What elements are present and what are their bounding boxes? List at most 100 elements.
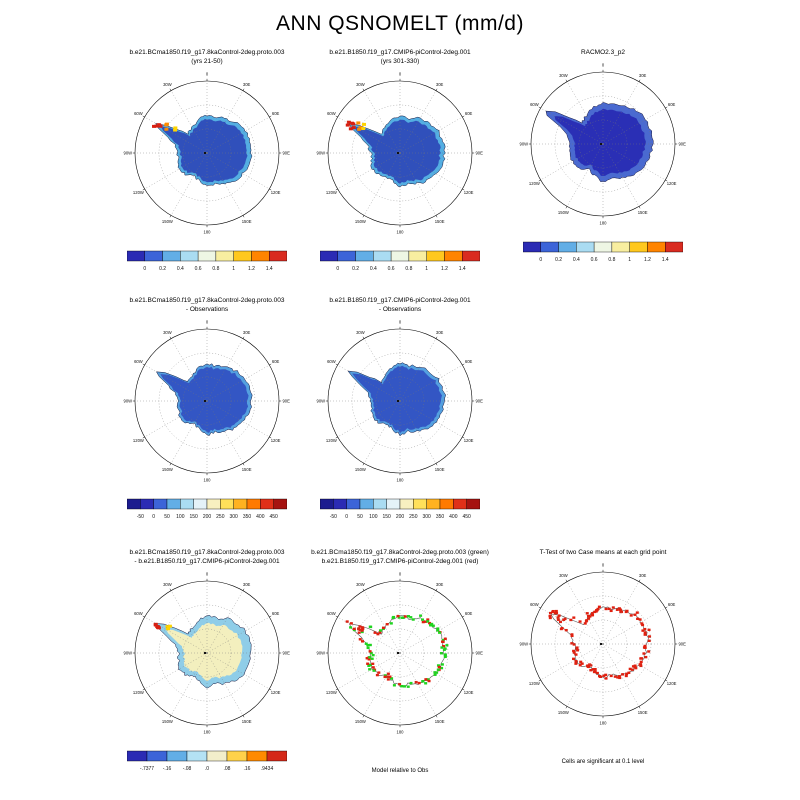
colorbar-melt: 0 0.2 0.4 0.6 0.8 1 1.2 1.4 bbox=[320, 250, 480, 272]
panel-title: b.e21.BCma1850.f19_g17.8kaControl-2deg.p… bbox=[129, 49, 285, 56]
svg-text:.16: .16 bbox=[244, 766, 251, 772]
svg-text:120W: 120W bbox=[529, 681, 540, 686]
svg-text:150W: 150W bbox=[355, 467, 366, 472]
svg-text:450: 450 bbox=[462, 514, 471, 520]
panel-title: b.e21.BCma1850.f19_g17.8kaControl-2deg.p… bbox=[129, 549, 285, 556]
svg-text:30W: 30W bbox=[163, 330, 172, 335]
svg-text:450: 450 bbox=[269, 514, 278, 520]
svg-text:180: 180 bbox=[600, 221, 608, 226]
svg-text:1.2: 1.2 bbox=[644, 257, 651, 263]
panel-subtitle: (yrs 301-330) bbox=[380, 58, 420, 65]
svg-text:90E: 90E bbox=[678, 642, 686, 647]
svg-text:60W: 60W bbox=[134, 111, 143, 116]
panel-ttest: T-Test of two Case means at each grid po… bbox=[508, 548, 698, 765]
svg-text:120E: 120E bbox=[464, 690, 474, 695]
svg-text:60E: 60E bbox=[272, 611, 280, 616]
svg-text:0.8: 0.8 bbox=[212, 266, 219, 272]
svg-text:-.16: -.16 bbox=[163, 766, 172, 772]
svg-text:120W: 120W bbox=[133, 190, 144, 195]
figure-title: ANN QSNOMELT (mm/d) bbox=[276, 12, 524, 35]
svg-text:60W: 60W bbox=[134, 359, 143, 364]
svg-text:100: 100 bbox=[369, 514, 378, 520]
svg-text:60W: 60W bbox=[327, 359, 336, 364]
svg-text:1: 1 bbox=[425, 266, 428, 272]
svg-text:1.4: 1.4 bbox=[662, 257, 669, 263]
svg-text:30W: 30W bbox=[163, 582, 172, 587]
svg-text:180: 180 bbox=[204, 230, 212, 235]
panel-case1-minus-obs: b.e21.BCma1850.f19_g17.8kaControl-2deg.p… bbox=[112, 296, 302, 524]
svg-text:.08: .08 bbox=[224, 766, 231, 772]
svg-text:0.6: 0.6 bbox=[388, 266, 395, 272]
svg-text:0.8: 0.8 bbox=[405, 266, 412, 272]
svg-text:150W: 150W bbox=[162, 719, 173, 724]
svg-text:150: 150 bbox=[382, 514, 391, 520]
antarctica-map: 0 30E 60E 90E 120E 150E 180 150W 120W 90W 60W 30W bbox=[316, 71, 483, 235]
svg-text:30E: 30E bbox=[436, 582, 444, 587]
svg-text:120W: 120W bbox=[529, 181, 540, 186]
svg-text:60W: 60W bbox=[134, 611, 143, 616]
svg-text:0: 0 bbox=[399, 571, 402, 576]
antarctica-map: 0 30E 60E 90E 120E 150E 180 150W 120W 90W 60W 30W bbox=[316, 319, 483, 482]
svg-text:60E: 60E bbox=[272, 111, 280, 116]
svg-text:150E: 150E bbox=[638, 210, 648, 215]
svg-text:120E: 120E bbox=[271, 438, 281, 443]
svg-text:30E: 30E bbox=[436, 330, 444, 335]
svg-text:250: 250 bbox=[409, 514, 418, 520]
panel-title: b.e21.BCma1850.f19_g17.8kaControl-2deg.p… bbox=[311, 549, 489, 556]
svg-text:0.2: 0.2 bbox=[352, 266, 359, 272]
svg-text:90E: 90E bbox=[475, 399, 483, 404]
svg-text:90E: 90E bbox=[282, 399, 290, 404]
antarctica-map: 0 30E 60E 90E 120E 150E 180 150W 120W 90W 60W 30W bbox=[123, 319, 290, 483]
colorbar-melt: 0 0.2 0.4 0.6 0.8 1 1.2 1.4 bbox=[127, 250, 287, 272]
svg-text:120E: 120E bbox=[667, 681, 677, 686]
svg-text:90E: 90E bbox=[678, 142, 686, 147]
svg-text:0: 0 bbox=[206, 71, 209, 76]
antarctica-map: 0 30E 60E 90E 120E 150E 180 150W 120W 90W 60W 30W bbox=[519, 562, 686, 725]
svg-text:0: 0 bbox=[602, 562, 605, 567]
svg-text:30E: 30E bbox=[243, 582, 251, 587]
antarctica-map: 0 30E 60E 90E 120E 150E 180 150W 120W 90W 60W 30W bbox=[519, 62, 686, 226]
colorbar-diff-obs: -50 0 50 100 150 200 250 300 350 400 450 bbox=[127, 498, 287, 520]
panel-case1-minus-case2: b.e21.BCma1850.f19_g17.8kaControl-2deg.p… bbox=[112, 548, 302, 776]
panel-subtitle: - Observations bbox=[378, 306, 422, 313]
svg-text:150W: 150W bbox=[558, 210, 569, 215]
svg-text:60E: 60E bbox=[465, 111, 473, 116]
antarctica-map: 0 30E 60E 90E 120E 150E 180 150W 120W 90W 60W 30W bbox=[316, 571, 483, 734]
colorbar-melt: 0 0.2 0.4 0.6 0.8 1 1.2 1.4 bbox=[523, 241, 683, 263]
svg-text:180: 180 bbox=[204, 478, 212, 483]
svg-text:60E: 60E bbox=[668, 102, 676, 107]
svg-text:150E: 150E bbox=[435, 719, 445, 724]
svg-text:30W: 30W bbox=[356, 330, 365, 335]
svg-text:60E: 60E bbox=[668, 602, 676, 607]
svg-text:150E: 150E bbox=[435, 467, 445, 472]
svg-text:0: 0 bbox=[206, 319, 209, 324]
svg-text:0: 0 bbox=[336, 266, 339, 272]
svg-text:150E: 150E bbox=[435, 219, 445, 224]
svg-text:-.08: -.08 bbox=[183, 766, 192, 772]
svg-text:1.2: 1.2 bbox=[441, 266, 448, 272]
svg-text:.0: .0 bbox=[205, 766, 209, 772]
svg-text:0.4: 0.4 bbox=[177, 266, 184, 272]
svg-text:-.7377: -.7377 bbox=[140, 766, 154, 772]
colorbar-diff-case: -.7377 -.16 -.08 .0 .08 .16 .9434 bbox=[127, 750, 287, 772]
svg-text:90E: 90E bbox=[475, 151, 483, 156]
svg-text:0.2: 0.2 bbox=[159, 266, 166, 272]
svg-text:0.6: 0.6 bbox=[591, 257, 598, 263]
svg-text:180: 180 bbox=[397, 230, 405, 235]
svg-text:120W: 120W bbox=[326, 438, 337, 443]
svg-text:0: 0 bbox=[539, 257, 542, 263]
svg-text:150W: 150W bbox=[355, 719, 366, 724]
svg-text:150E: 150E bbox=[242, 467, 252, 472]
svg-text:30W: 30W bbox=[356, 582, 365, 587]
svg-text:0.4: 0.4 bbox=[573, 257, 580, 263]
antarctica-map: 0 30E 60E 90E 120E 150E 180 150W 120W 90W 60W 30W bbox=[123, 571, 290, 734]
svg-text:90E: 90E bbox=[475, 651, 483, 656]
svg-text:0: 0 bbox=[399, 71, 402, 76]
svg-text:0: 0 bbox=[345, 514, 348, 520]
panel-title: b.e21.B1850.f19_g17.CMIP6-piControl-2deg… bbox=[329, 297, 471, 304]
svg-text:120E: 120E bbox=[464, 438, 474, 443]
svg-text:90E: 90E bbox=[282, 151, 290, 156]
svg-text:120E: 120E bbox=[464, 190, 474, 195]
svg-text:0: 0 bbox=[399, 319, 402, 324]
svg-text:400: 400 bbox=[449, 514, 458, 520]
